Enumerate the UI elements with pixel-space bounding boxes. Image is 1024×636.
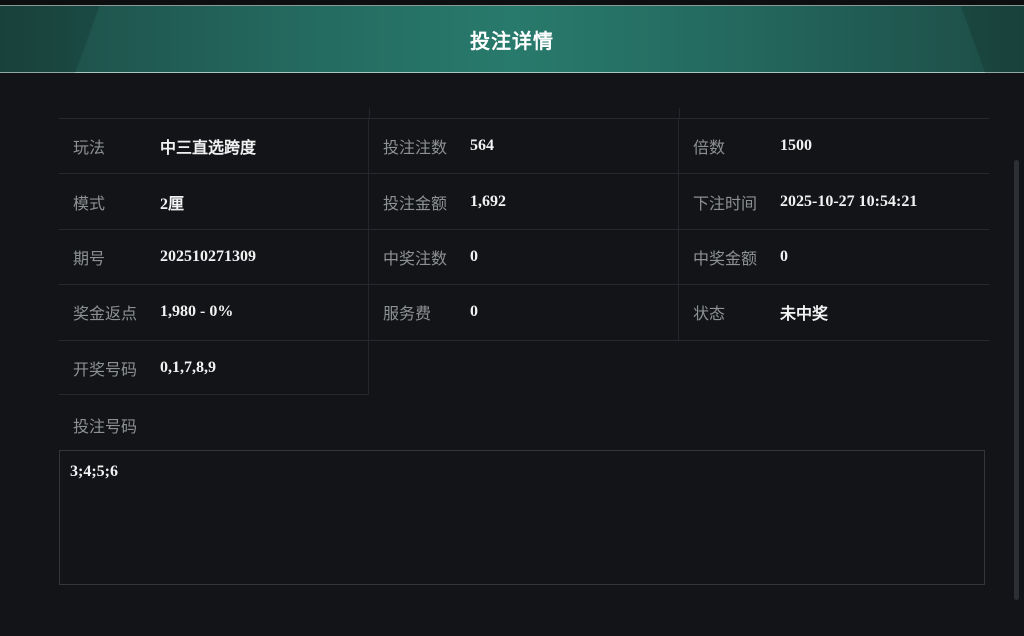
field-value: 2025-10-27 10:54:21 xyxy=(780,192,918,210)
field-label: 奖金返点 xyxy=(73,304,138,324)
detail-cell: 服务费 0 xyxy=(369,285,679,340)
top-edge xyxy=(0,0,1024,6)
field-value: 中三直选跨度 xyxy=(160,140,257,158)
field-label: 期号 xyxy=(73,248,106,268)
detail-row: 模式 2厘 投注金额 1,692 下注时间 2025-10-27 10:54:21 xyxy=(59,173,989,229)
empty-cell xyxy=(679,341,989,395)
detail-row: 玩法 中三直选跨度 投注注数 564 倍数 1500 xyxy=(59,118,989,174)
detail-row: 期号 202510271309 中奖注数 0 中奖金额 0 xyxy=(59,228,989,285)
field-value: 2厘 xyxy=(160,195,185,213)
field-value: 1,980 - 0% xyxy=(160,303,234,321)
detail-row: 开奖号码 0,1,7,8,9 xyxy=(59,339,989,395)
field-value: 0,1,7,8,9 xyxy=(160,358,216,376)
field-label: 模式 xyxy=(73,193,106,213)
divider xyxy=(369,108,370,118)
divider xyxy=(679,108,680,118)
field-label: 中奖注数 xyxy=(383,248,448,268)
field-label: 中奖金额 xyxy=(693,248,758,268)
detail-cell: 投注金额 1,692 xyxy=(369,174,679,229)
detail-row: 奖金返点 1,980 - 0% 服务费 0 状态 未中奖 xyxy=(59,284,989,340)
field-label: 开奖号码 xyxy=(73,359,138,379)
field-value: 1500 xyxy=(780,137,812,155)
field-value: 202510271309 xyxy=(160,247,256,265)
detail-cell: 期号 202510271309 xyxy=(59,229,369,285)
field-label: 倍数 xyxy=(693,138,726,158)
field-value: 1,692 xyxy=(470,192,506,210)
empty-cell xyxy=(369,341,679,395)
field-label: 投注金额 xyxy=(383,193,448,213)
field-label: 服务费 xyxy=(383,304,432,324)
detail-cell: 玩法 中三直选跨度 xyxy=(59,119,369,174)
detail-cell: 奖金返点 1,980 - 0% xyxy=(59,285,369,340)
detail-cell: 下注时间 2025-10-27 10:54:21 xyxy=(679,174,989,228)
bet-detail-grid: 玩法 中三直选跨度 投注注数 564 倍数 1500 模式 2厘 投注金额 1,692 下注时间 20… xyxy=(59,118,989,395)
modal-header: 投注详情 xyxy=(0,6,1024,73)
field-value: 0 xyxy=(780,247,788,265)
field-value: 未中奖 xyxy=(780,306,829,324)
field-label: 下注时间 xyxy=(693,193,758,213)
field-value: 0 xyxy=(470,247,478,265)
bet-numbers-label: 投注号码 xyxy=(73,417,138,436)
detail-cell: 倍数 1500 xyxy=(679,119,989,173)
field-label: 状态 xyxy=(693,304,726,324)
modal-title: 投注详情 xyxy=(470,28,554,53)
detail-cell: 模式 2厘 xyxy=(59,174,369,229)
bet-numbers-box: 3;4;5;6 xyxy=(59,450,985,585)
field-value: 0 xyxy=(470,303,478,321)
field-label: 投注注数 xyxy=(383,138,448,158)
detail-cell: 中奖注数 0 xyxy=(369,229,679,285)
scrollbar[interactable] xyxy=(1014,160,1019,600)
field-value: 564 xyxy=(470,137,494,155)
field-label: 玩法 xyxy=(73,138,106,158)
detail-cell: 投注注数 564 xyxy=(369,119,679,174)
divider xyxy=(59,394,369,395)
detail-cell: 开奖号码 0,1,7,8,9 xyxy=(59,340,369,395)
detail-cell: 中奖金额 0 xyxy=(679,230,989,284)
detail-cell: 状态 未中奖 xyxy=(679,285,989,339)
